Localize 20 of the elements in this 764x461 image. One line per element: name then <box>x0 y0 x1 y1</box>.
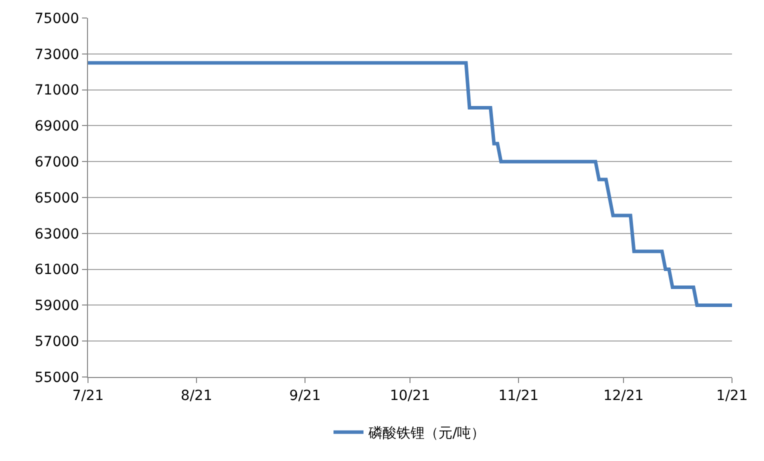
legend-label: 磷酸铁锂（元/吨） <box>368 426 486 442</box>
y-tick-label: 63000 <box>34 226 80 242</box>
y-tick-label: 59000 <box>34 298 80 314</box>
x-tick-label: 11/21 <box>498 388 539 404</box>
x-tick-label: 12/21 <box>603 388 644 404</box>
y-tick-label: 75000 <box>34 10 80 27</box>
x-tick-label: 10/21 <box>390 388 430 404</box>
y-tick-label: 57000 <box>34 334 80 350</box>
y-tick-label: 65000 <box>34 190 80 206</box>
x-tick-label: 9/21 <box>289 388 321 404</box>
y-tick-label: 55000 <box>34 370 80 386</box>
x-tick-label: 8/21 <box>180 388 212 404</box>
y-tick-label: 71000 <box>34 82 80 99</box>
y-tick-label: 73000 <box>34 46 80 63</box>
y-tick-label: 67000 <box>34 154 80 170</box>
x-tick-label: 1/21 <box>716 388 748 404</box>
x-tick-label: 7/21 <box>72 388 104 404</box>
line-series <box>88 61 732 307</box>
y-tick-label: 69000 <box>34 118 80 135</box>
y-tick-label: 61000 <box>34 262 80 278</box>
